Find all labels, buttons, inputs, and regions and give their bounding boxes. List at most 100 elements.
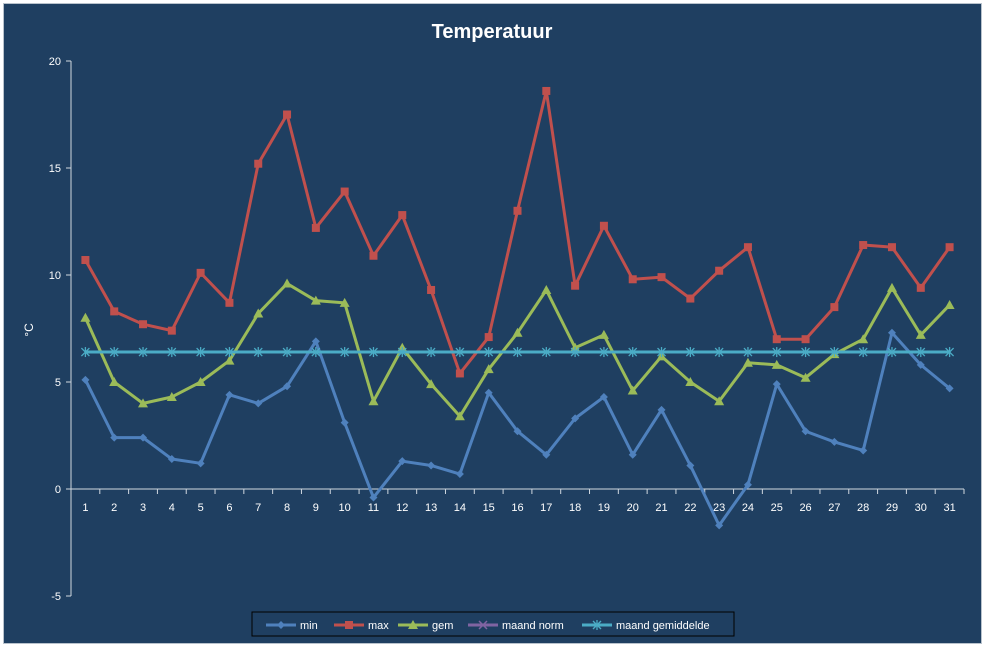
data-point-min — [484, 388, 493, 397]
data-point-maand-gemiddelde — [801, 347, 811, 358]
data-point-maand-gemiddelde — [109, 347, 119, 358]
data-point-max — [427, 285, 436, 294]
series-min — [81, 328, 954, 530]
data-point-maand-gemiddelde — [455, 347, 465, 358]
x-tick-label: 26 — [799, 502, 811, 514]
data-point-maand-gemiddelde — [858, 347, 868, 358]
x-tick-label: 23 — [713, 502, 725, 514]
data-point-max — [167, 326, 176, 335]
data-point-max — [311, 223, 320, 232]
data-point-max — [81, 256, 90, 265]
data-point-min — [887, 328, 896, 337]
x-tick-label: 14 — [454, 502, 466, 514]
data-point-gem — [224, 355, 235, 365]
data-point-min — [772, 380, 781, 389]
data-point-gem — [426, 379, 437, 389]
data-point-min — [225, 390, 234, 399]
data-point-max — [715, 266, 724, 275]
legend-label: gem — [432, 620, 453, 632]
data-point-gem — [800, 372, 811, 382]
series-maand-gemiddelde — [80, 347, 955, 358]
y-tick-label: 5 — [55, 377, 61, 389]
x-tick-label: 2 — [111, 502, 117, 514]
data-point-min — [139, 433, 148, 442]
x-tick-label: 16 — [511, 502, 523, 514]
data-point-max — [340, 187, 349, 196]
chart-title: Temperatuur — [432, 21, 553, 43]
x-tick-label: 17 — [540, 502, 552, 514]
data-point-min — [110, 433, 119, 442]
data-point-gem — [454, 411, 465, 421]
data-point-gem — [253, 308, 264, 318]
data-point-maand-gemiddelde — [743, 347, 753, 358]
x-tick-label: 28 — [857, 502, 869, 514]
x-tick-label: 18 — [569, 502, 581, 514]
data-point-min — [686, 461, 695, 470]
data-point-max — [196, 268, 205, 277]
data-point-gem — [685, 377, 696, 386]
data-point-gem — [742, 357, 753, 367]
data-point-min — [628, 450, 637, 459]
plot-area — [80, 86, 955, 530]
data-point-max — [455, 369, 464, 378]
data-point-max — [254, 159, 263, 168]
legend-marker — [592, 620, 602, 630]
data-point-gem — [109, 377, 120, 386]
data-point-min — [369, 493, 378, 502]
data-point-min — [571, 414, 580, 423]
data-point-gem — [512, 327, 523, 337]
data-point-maand-gemiddelde — [282, 347, 292, 358]
data-point-maand-gemiddelde — [570, 347, 580, 358]
legend-item-maand-gemiddelde: maand gemiddelde — [582, 620, 710, 632]
data-point-max — [916, 283, 925, 292]
x-tick-label: 30 — [915, 502, 927, 514]
x-tick-label: 5 — [198, 502, 204, 514]
data-point-gem — [627, 385, 638, 395]
data-point-maand-gemiddelde — [253, 347, 263, 358]
data-point-max — [513, 206, 522, 215]
data-point-maand-gemiddelde — [657, 347, 666, 358]
data-point-gem — [771, 359, 782, 369]
data-point-max — [887, 243, 896, 252]
x-tick-label: 1 — [82, 502, 88, 514]
series-gem — [80, 278, 955, 421]
data-point-max — [110, 307, 119, 316]
data-point-gem — [598, 329, 609, 339]
data-point-gem — [714, 396, 725, 406]
y-tick-label: 0 — [55, 484, 61, 496]
y-tick-label: -5 — [51, 591, 61, 603]
data-point-maand-gemiddelde — [311, 347, 321, 358]
x-tick-label: 3 — [140, 502, 146, 514]
data-point-max — [772, 335, 781, 344]
data-point-gem — [915, 329, 926, 339]
x-tick-label: 6 — [226, 502, 232, 514]
data-point-maand-gemiddelde — [945, 347, 955, 358]
data-point-gem — [195, 377, 206, 386]
data-point-gem — [483, 364, 494, 374]
data-point-maand-gemiddelde — [484, 347, 494, 358]
data-point-maand-gemiddelde — [541, 347, 551, 358]
data-point-min — [542, 450, 551, 459]
data-point-gem — [80, 312, 91, 322]
data-point-maand-gemiddelde — [397, 347, 407, 358]
data-point-maand-gemiddelde — [772, 347, 782, 358]
data-point-min — [254, 399, 263, 408]
data-point-maand-gemiddelde — [513, 347, 522, 358]
data-point-maand-gemiddelde — [916, 347, 926, 358]
data-point-min — [801, 427, 810, 436]
data-point-min — [167, 455, 176, 464]
legend-label: maand norm — [502, 620, 564, 632]
data-point-min — [513, 427, 522, 436]
data-point-max — [945, 243, 954, 252]
data-point-gem — [944, 299, 955, 309]
x-tick-label: 24 — [742, 502, 754, 514]
legend-marker — [345, 621, 353, 629]
data-point-maand-gemiddelde — [224, 347, 234, 358]
data-point-maand-gemiddelde — [628, 347, 638, 358]
x-tick-label: 27 — [828, 502, 840, 514]
legend-item-gem: gem — [398, 620, 453, 632]
data-point-min — [945, 384, 954, 393]
data-point-gem — [282, 278, 293, 288]
y-tick-label: 10 — [49, 270, 61, 282]
